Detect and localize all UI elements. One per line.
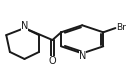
Text: N: N [79, 51, 86, 61]
Text: N: N [21, 21, 28, 31]
Text: Br: Br [117, 23, 127, 32]
Text: O: O [49, 56, 56, 66]
